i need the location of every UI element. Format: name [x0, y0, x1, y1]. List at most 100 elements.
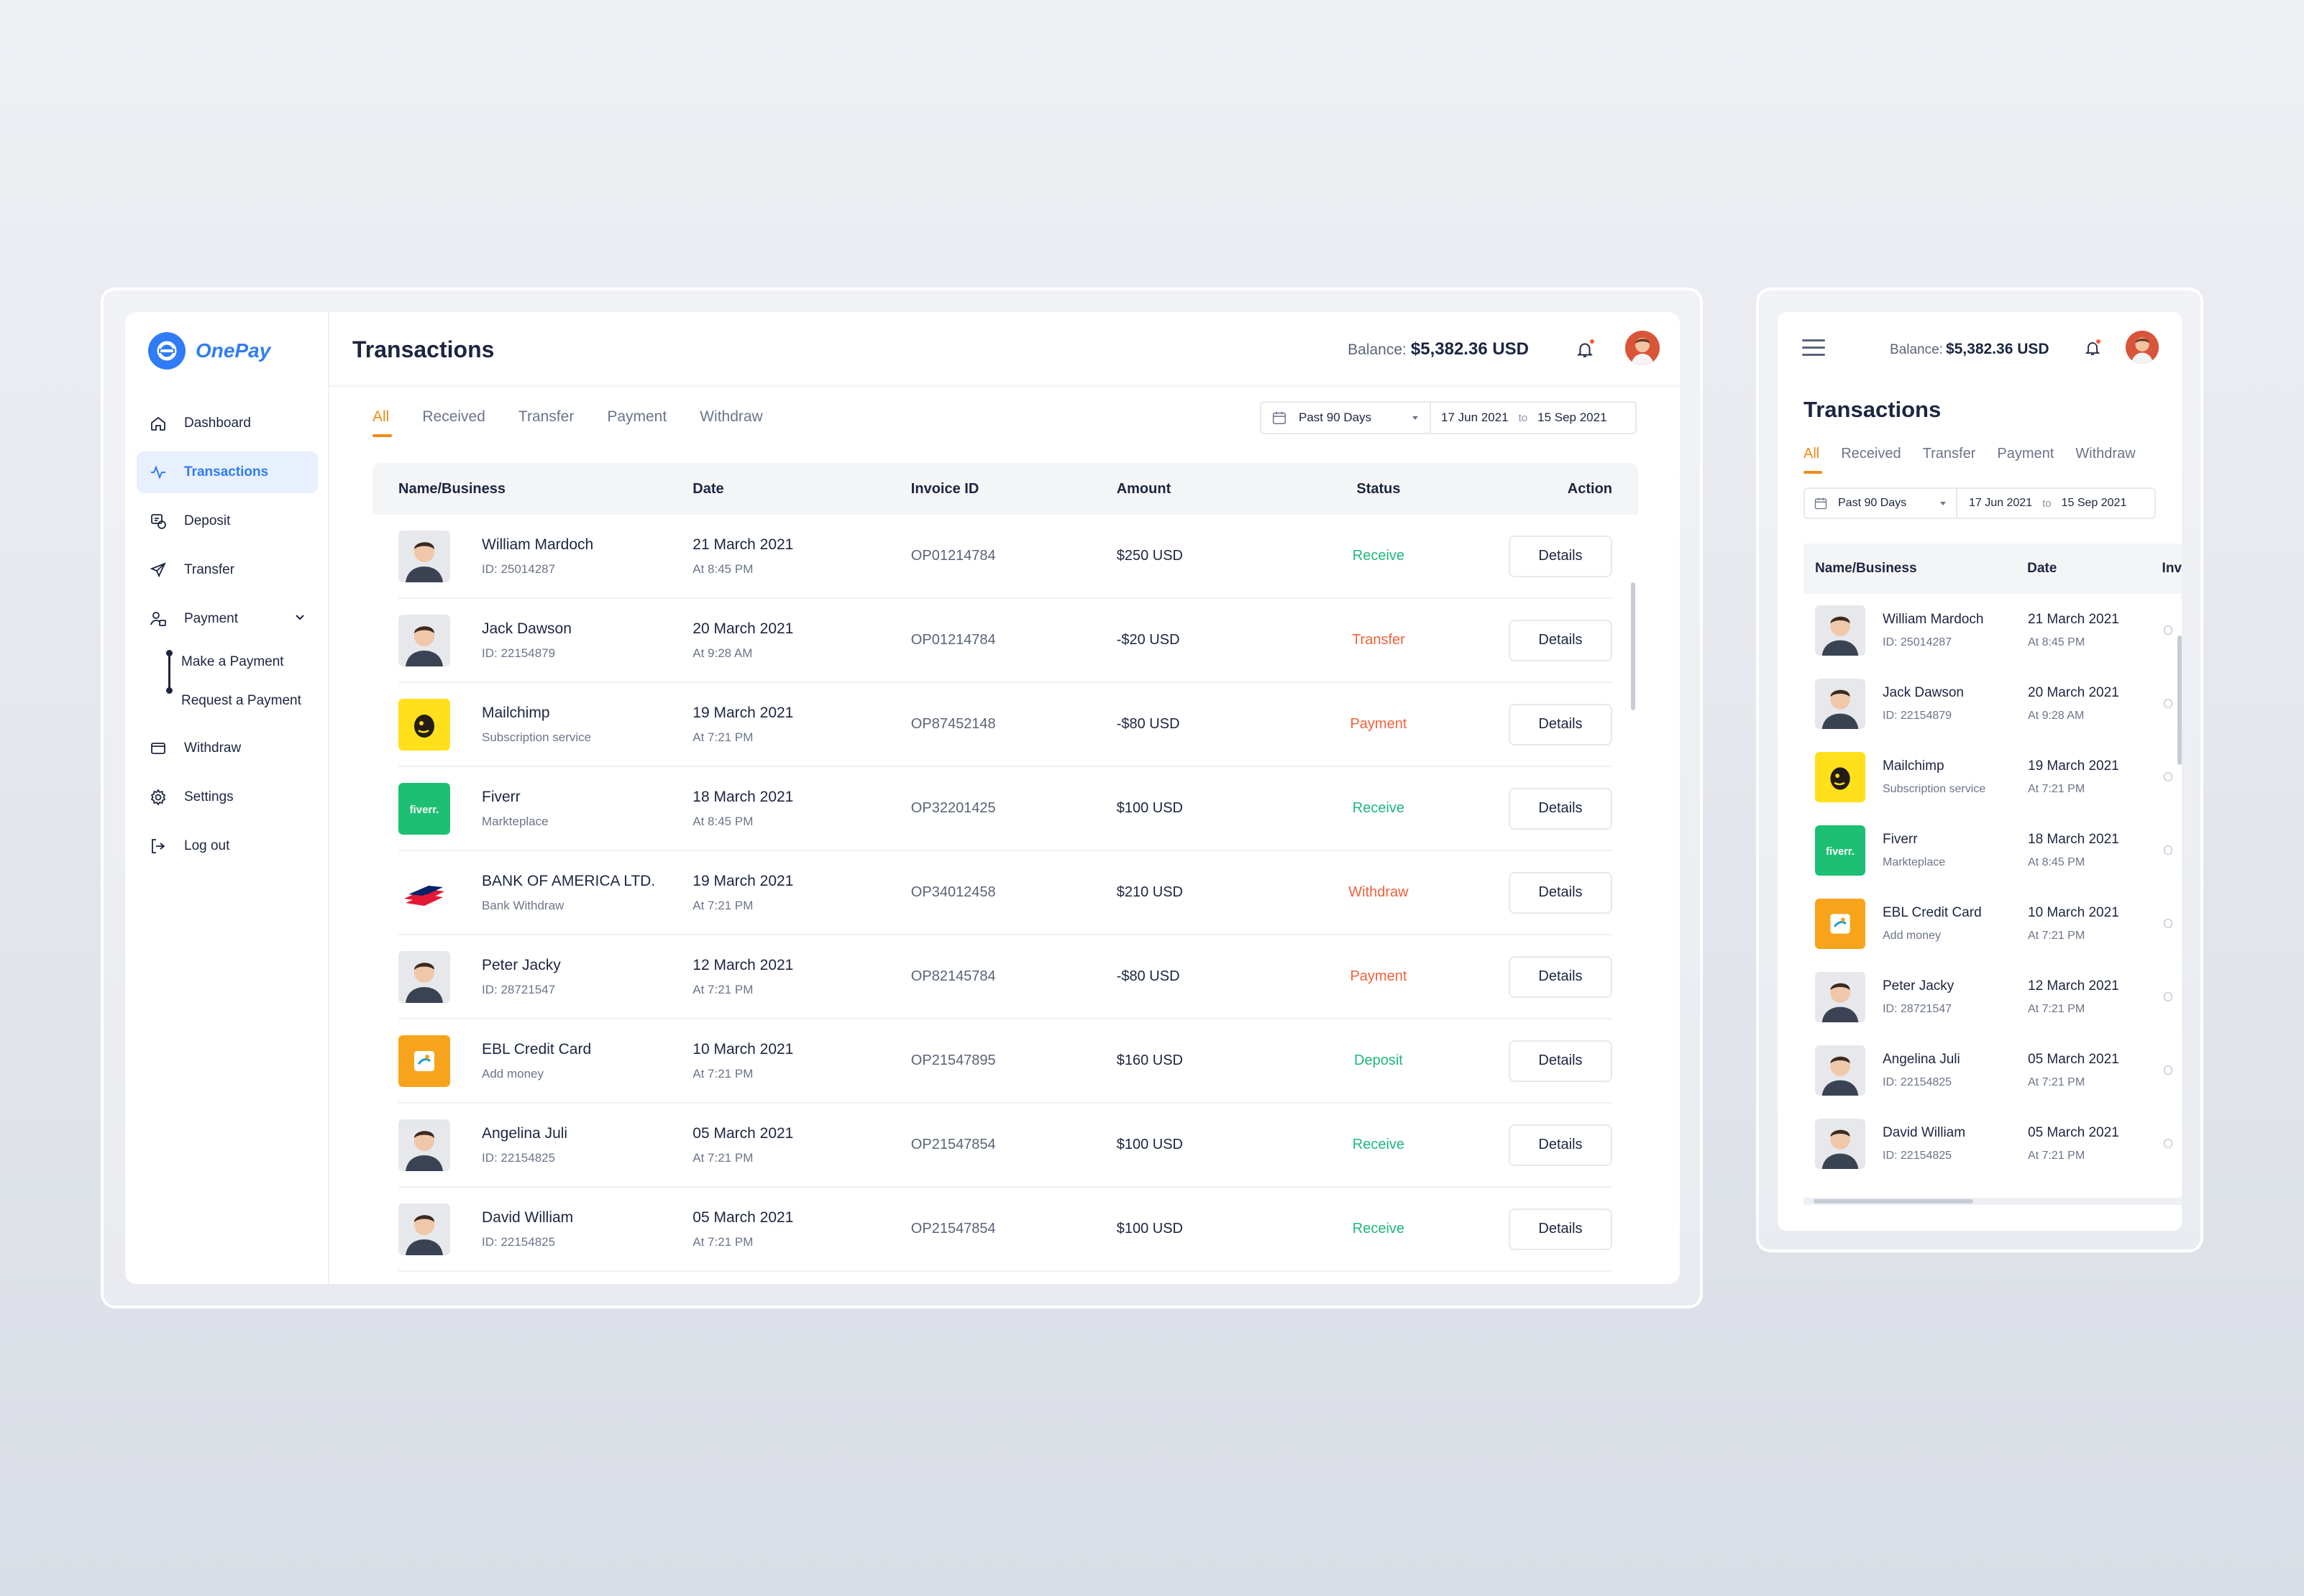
sidebar-item-transfer[interactable]: Transfer: [137, 549, 318, 591]
balance-value: $5,382.36 USD: [1410, 339, 1529, 359]
sidebar-item-withdraw[interactable]: Withdraw: [137, 728, 318, 769]
scrollbar-thumb[interactable]: [1814, 1199, 1973, 1203]
header-name: Name/Business: [398, 480, 506, 497]
sidebar-item-label: Payment: [184, 611, 238, 626]
balance-value: $5,382.36 USD: [1945, 341, 2049, 357]
time-text: At 8:45 PM: [2028, 636, 2085, 648]
time-text: At 7:21 PM: [2028, 1150, 2085, 1162]
details-button[interactable]: Details: [1509, 703, 1612, 746]
notifications-button[interactable]: [2080, 335, 2106, 361]
name-text: Angelina Juli: [482, 1124, 568, 1142]
details-button[interactable]: Details: [1509, 1124, 1612, 1166]
name-text: Jack Dawson: [482, 620, 572, 637]
menu-icon[interactable]: [1802, 339, 1825, 357]
avatar[interactable]: [2126, 331, 2159, 364]
time-text: At 7:21 PM: [692, 1234, 754, 1249]
table-row: Jack Dawson ID: 22154879 20 March 2021 At 9…: [398, 599, 1612, 683]
calendar-icon: [1273, 411, 1286, 424]
invoice-cell: OP21547895: [910, 1052, 996, 1068]
name-text: Jack Dawson: [1883, 685, 1964, 700]
name-cell: fiverr. Fiverr Markteplace: [398, 782, 692, 835]
details-button[interactable]: Details: [1509, 1040, 1612, 1082]
date-to-input[interactable]: 15 Sep 2021: [1537, 411, 1607, 424]
vertical-scrollbar[interactable]: [2177, 636, 2182, 765]
sub-text: Markteplace: [482, 814, 549, 828]
svg-text:fiverr.: fiverr.: [410, 804, 439, 816]
name-text: EBL Credit Card: [1883, 905, 1982, 920]
notifications-button[interactable]: [1568, 332, 1602, 367]
tab-payment[interactable]: Payment: [607, 408, 667, 425]
invoice-cell: O: [2163, 916, 2174, 931]
amount-cell: $250 USD: [1116, 548, 1183, 564]
name-text: Fiverr: [1883, 832, 1918, 847]
name-cell: William Mardoch ID: 25014287: [398, 530, 692, 582]
date-from-input[interactable]: 17 Jun 2021: [1969, 497, 2033, 509]
sidebar-item-label: Transfer: [184, 562, 235, 577]
tab-transfer[interactable]: Transfer: [1922, 446, 1976, 462]
date-range-select[interactable]: Past 90 Days: [1805, 489, 1957, 518]
transactions-table: Name/Business Date Inv William Mardoch ID…: [1804, 544, 2182, 1180]
onepay-logo-icon: [148, 332, 186, 370]
tab-withdraw[interactable]: Withdraw: [2075, 446, 2136, 462]
details-button[interactable]: Details: [1509, 787, 1612, 830]
date-to-input[interactable]: 15 Sep 2021: [2061, 497, 2127, 509]
date-text: 10 March 2021: [2028, 905, 2119, 920]
sidebar-item-settings[interactable]: Settings: [137, 776, 318, 818]
name-cell: Mailchimp Subscription service: [1804, 752, 2028, 802]
transaction-tabs: All Received Transfer Payment Withdraw: [372, 408, 796, 437]
sidebar-item-payment[interactable]: Payment: [137, 598, 318, 640]
date-inputs: 17 Jun 2021 to 15 Sep 2021: [1957, 497, 2126, 510]
vertical-scrollbar[interactable]: [1631, 582, 1635, 710]
sidebar-item-label: Dashboard: [184, 416, 251, 431]
name-cell: Peter Jacky ID: 28721547: [398, 950, 692, 1003]
horizontal-scrollbar[interactable]: [1804, 1198, 2182, 1205]
sidebar-item-dashboard[interactable]: Dashboard: [137, 403, 318, 444]
sidebar-item-transactions[interactable]: Transactions: [137, 451, 318, 493]
details-button[interactable]: Details: [1509, 1208, 1612, 1250]
chevron-down-icon[interactable]: [293, 610, 306, 628]
tab-all[interactable]: All: [372, 408, 393, 437]
tab-transfer[interactable]: Transfer: [518, 408, 575, 425]
amount-cell: -$80 USD: [1116, 968, 1180, 984]
tab-payment[interactable]: Payment: [1997, 446, 2054, 462]
logo[interactable]: OnePay: [148, 332, 270, 370]
name-text: William Mardoch: [1883, 612, 1984, 627]
sub-text: Subscription service: [482, 730, 592, 744]
header-name: Name/Business: [1815, 561, 1917, 576]
date-cell: 19 March 2021 At 7:21 PM: [692, 705, 911, 745]
date-from-input[interactable]: 17 Jun 2021: [1441, 411, 1509, 424]
date-range-select[interactable]: Past 90 Days: [1261, 403, 1431, 433]
table-row: Mailchimp Subscription service 19 March 20…: [1804, 740, 2182, 814]
tab-withdraw[interactable]: Withdraw: [700, 408, 763, 425]
tab-all[interactable]: All: [1804, 446, 1823, 474]
sidebar-item-logout[interactable]: Log out: [137, 825, 318, 867]
avatar[interactable]: [1625, 331, 1660, 365]
details-button[interactable]: Details: [1509, 535, 1612, 577]
status-badge: Receive: [1352, 1221, 1405, 1237]
table-header: Name/Business Date Inv: [1804, 544, 2182, 594]
tab-received[interactable]: Received: [422, 408, 485, 425]
date-to-label: to: [1518, 411, 1528, 424]
time-text: At 7:21 PM: [2028, 783, 2085, 795]
date-text: 19 March 2021: [692, 872, 794, 889]
date-inputs: 17 Jun 2021 to 15 Sep 2021: [1431, 411, 1607, 425]
invoice-cell: OP82145784: [910, 968, 996, 984]
tab-received[interactable]: Received: [1841, 446, 1901, 462]
name-cell: David William ID: 22154825: [398, 1203, 692, 1255]
date-cell: 05 March 2021 At 7:21 PM: [2028, 1125, 2163, 1162]
time-text: At 8:45 PM: [692, 561, 754, 576]
date-text: 20 March 2021: [2028, 685, 2119, 700]
sidebar-subitem-request-payment[interactable]: Request a Payment: [181, 693, 301, 708]
sidebar-item-deposit[interactable]: Deposit: [137, 500, 318, 542]
sidebar-subitem-make-payment[interactable]: Make a Payment: [181, 654, 284, 669]
home-icon: [148, 413, 168, 434]
time-text: At 8:45 PM: [692, 814, 754, 828]
sidebar-nav: Dashboard Transactions Deposit Transfer …: [137, 403, 318, 874]
header-action: Action: [1567, 480, 1612, 497]
avatar: [398, 530, 450, 582]
details-button[interactable]: Details: [1509, 871, 1612, 914]
details-button[interactable]: Details: [1509, 955, 1612, 998]
time-text: At 7:21 PM: [692, 1150, 754, 1165]
invoice-cell: OP32201425: [910, 800, 996, 816]
details-button[interactable]: Details: [1509, 619, 1612, 661]
